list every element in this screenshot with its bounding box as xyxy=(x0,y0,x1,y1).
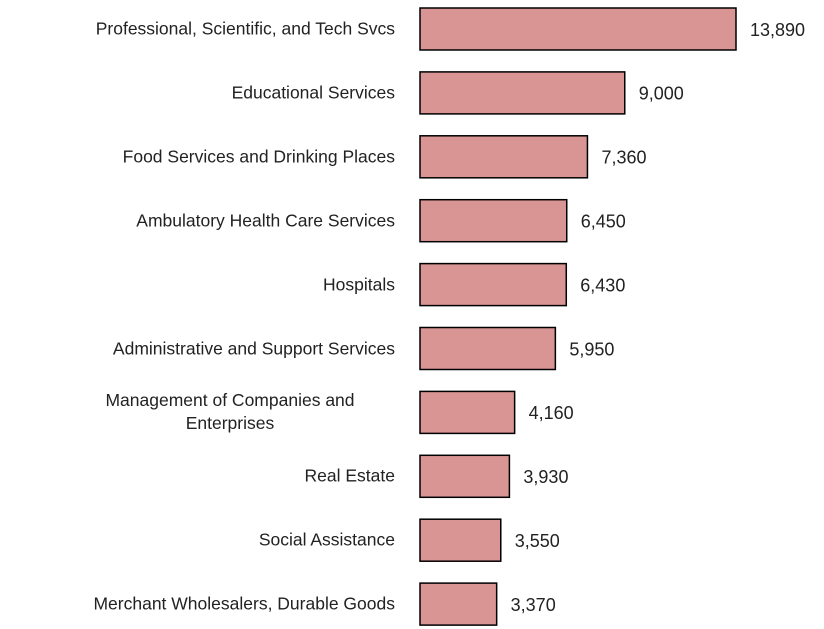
category-label-box: Merchant Wholesalers, Durable Goods xyxy=(93,593,395,616)
category-label-box: Ambulatory Health Care Services xyxy=(136,209,395,232)
value-label: 6,450 xyxy=(581,211,626,231)
value-label: 6,430 xyxy=(580,275,625,295)
category-label: Educational Services xyxy=(231,82,395,103)
bar xyxy=(419,135,589,179)
category-label: Administrative and Support Services xyxy=(112,338,395,358)
category-label: Food Services and Drinking Places xyxy=(122,146,395,167)
value-label: 3,550 xyxy=(515,531,560,551)
category-label: Management of Companies and Enterprises xyxy=(105,390,355,434)
category-label-box: Social Assistance xyxy=(259,529,395,552)
value-label: 9,000 xyxy=(639,84,684,104)
bar xyxy=(419,454,511,499)
category-label: Ambulatory Health Care Services xyxy=(136,210,395,231)
category-label: Real Estate xyxy=(304,465,395,486)
bar xyxy=(419,7,737,51)
bar xyxy=(419,262,568,307)
value-label: 4,160 xyxy=(529,403,574,423)
bar xyxy=(419,390,516,435)
bar xyxy=(419,582,498,626)
value-label: 3,930 xyxy=(523,467,568,487)
bar xyxy=(419,198,568,243)
category-label: Merchant Wholesalers, Durable Goods xyxy=(93,593,395,614)
category-label-box: Hospitals xyxy=(323,273,395,296)
value-label: 7,360 xyxy=(601,148,646,168)
category-label: Hospitals xyxy=(323,274,395,295)
category-label-box: Administrative and Support Services xyxy=(113,337,395,360)
category-label: Social Assistance xyxy=(258,529,395,550)
bar xyxy=(419,71,626,115)
bar xyxy=(419,326,557,371)
value-label: 13,890 xyxy=(750,20,805,40)
category-label-box: Professional, Scientific, and Tech Svcs xyxy=(96,18,395,41)
category-label-box: Educational Services xyxy=(232,81,395,104)
category-label-box: Food Services and Drinking Places xyxy=(123,145,395,168)
category-label: Professional, Scientific, and Tech Svcs xyxy=(95,18,395,39)
category-label-box: Management of Companies and Enterprises xyxy=(65,389,395,435)
value-label: 3,370 xyxy=(511,595,556,615)
bar xyxy=(419,518,502,562)
category-label-box: Real Estate xyxy=(305,465,395,488)
value-label: 5,950 xyxy=(569,339,614,359)
